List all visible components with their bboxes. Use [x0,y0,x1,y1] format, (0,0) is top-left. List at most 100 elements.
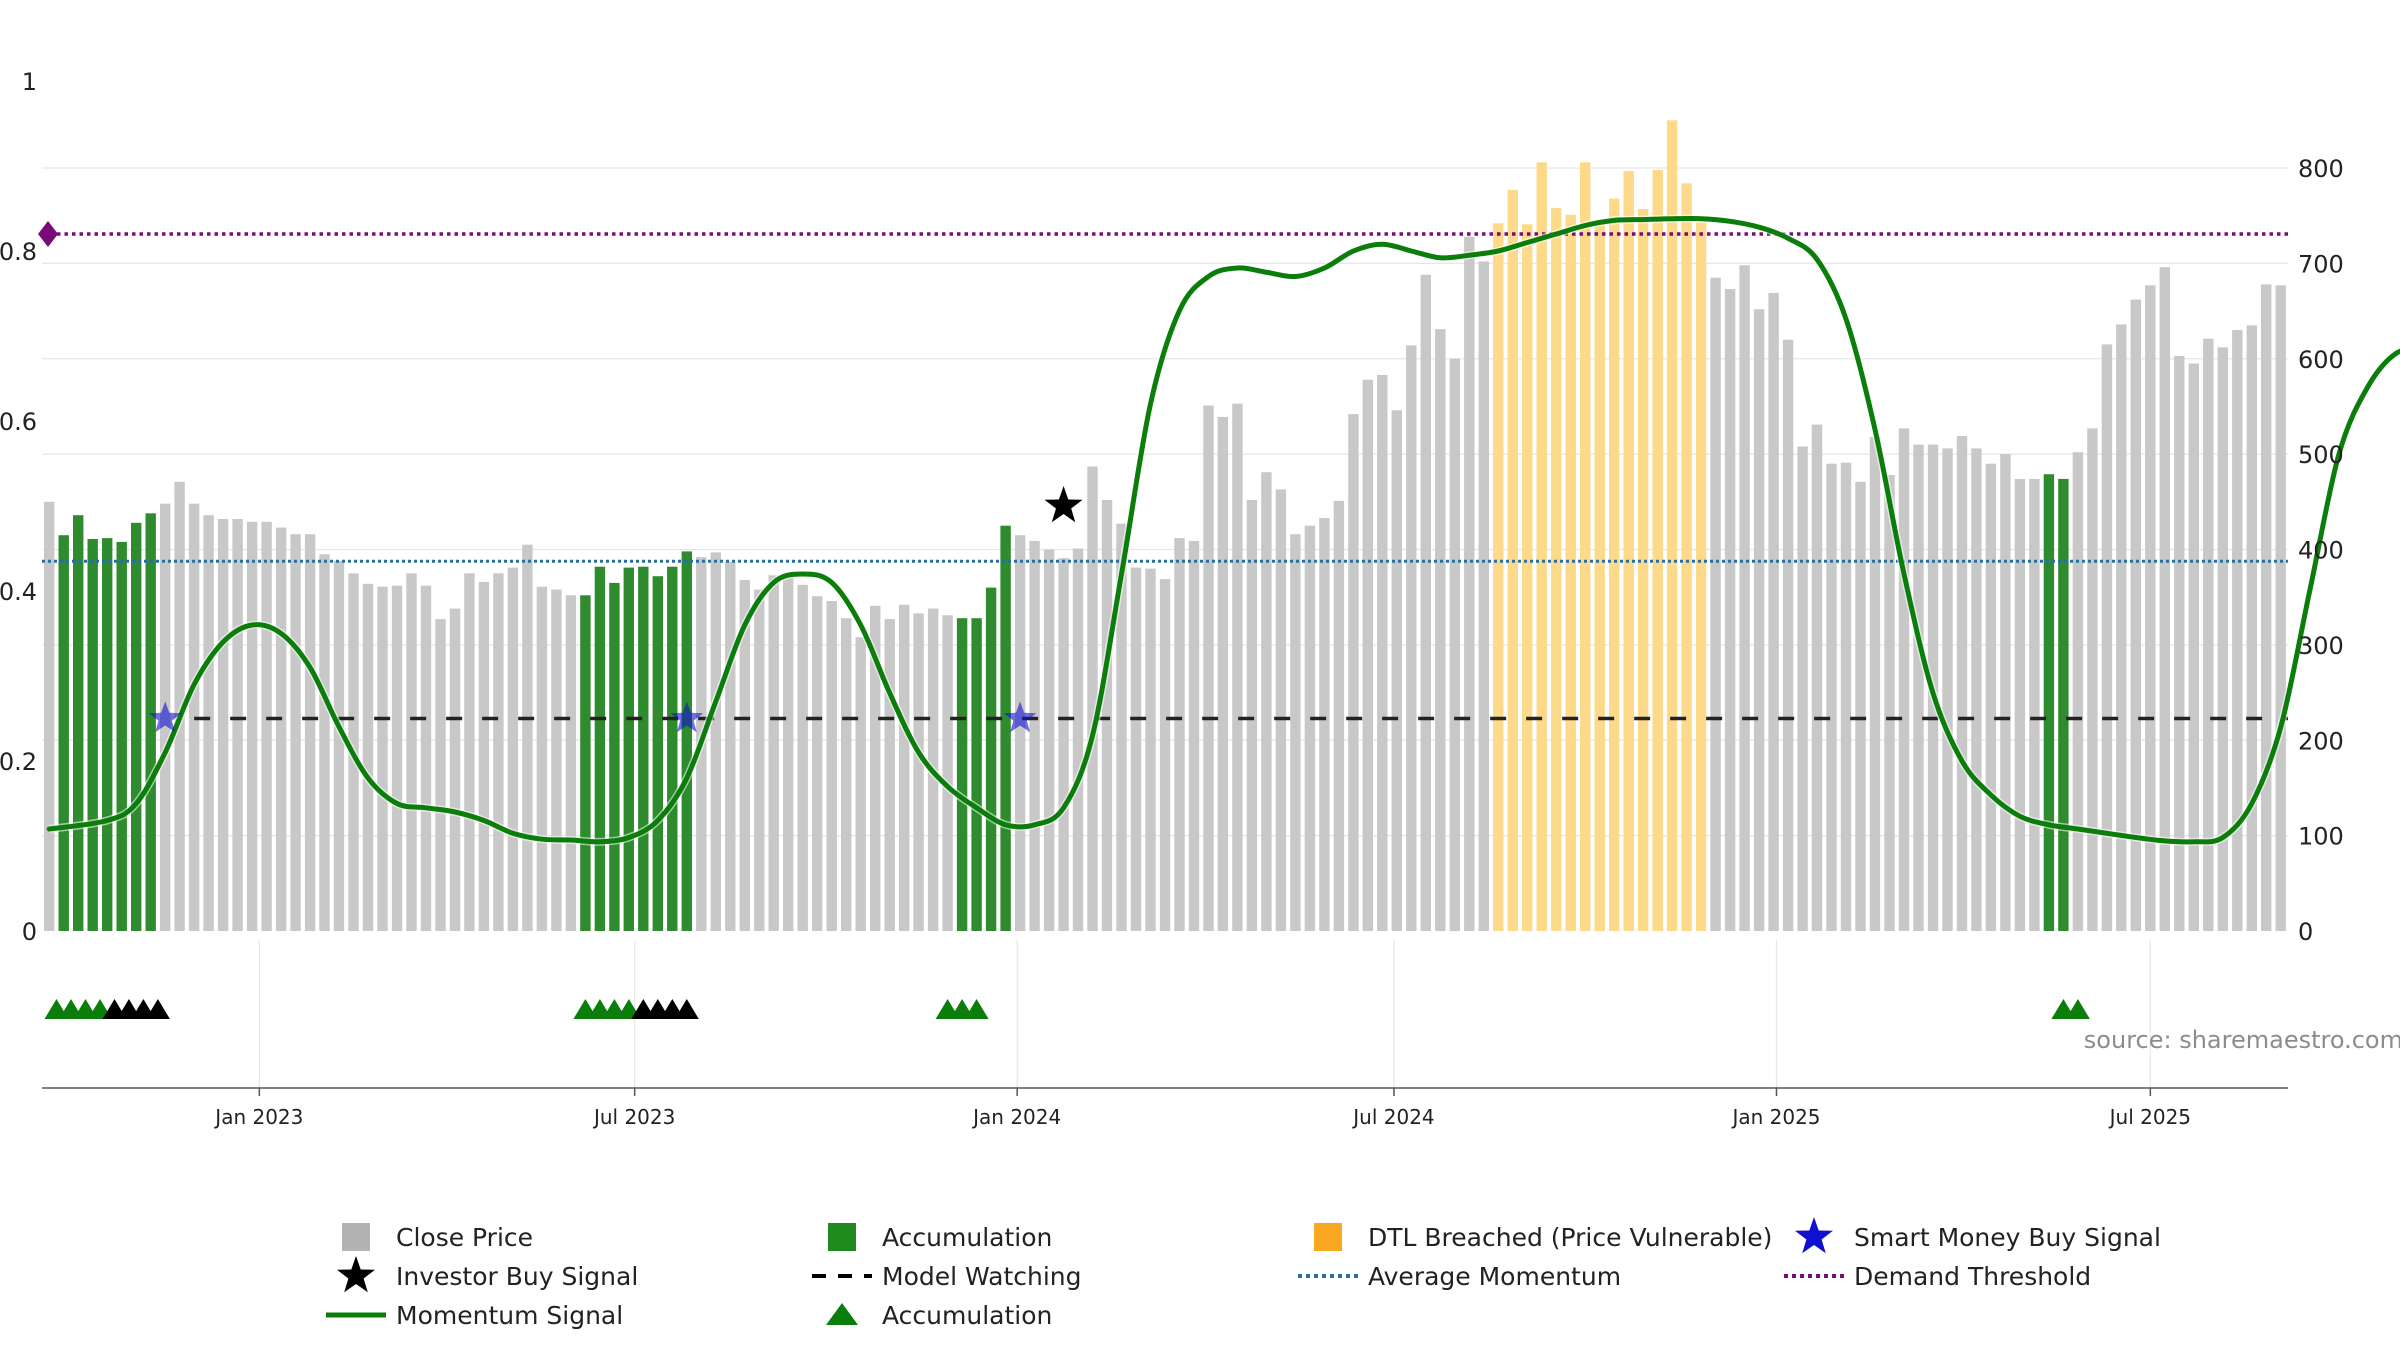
accumulation-bar [2058,478,2069,931]
left-tick-label: 0 [22,918,37,946]
legend-model_watching-label: Model Watching [882,1262,1082,1291]
close-price-bar [1217,416,1229,931]
close-price-bar [362,583,374,931]
left-tick-label: 1 [22,68,37,96]
close-price-bar [261,521,272,931]
accumulation-bar [956,618,968,931]
close-price-bar [464,573,475,931]
right-tick-label: 700 [2298,250,2344,278]
accumulation-bar [609,582,620,931]
close-price-bar [1869,437,1881,931]
close-price-bar [870,605,881,931]
close-price-bar [841,618,852,931]
legend-close_price-label: Close Price [396,1223,533,1252]
close-price-bar [1811,424,1823,931]
momentum-signal-line [46,215,2400,845]
close-price-bar [1782,339,1794,931]
close-price-bar [232,519,243,931]
close-price-bar [188,503,200,931]
legend-investor-label: Investor Buy Signal [396,1262,638,1291]
legend-smart_money-star-icon [1795,1217,1833,1254]
dtl-breached-bar [1666,120,1678,932]
accumulation-bar [594,566,606,931]
close-price-bar [1275,489,1287,931]
close-price-bar [2217,347,2228,931]
close-price-bar [2188,363,2199,931]
close-price-bar [522,544,533,931]
smart-money-buy-star [670,701,703,733]
left-tick-label: 0.4 [0,578,37,606]
accumulation-bar [623,567,634,931]
accumulation-bar [145,513,156,931]
legend-accumulation_triangle-icon [826,1303,858,1325]
axes-layer: Jan 2023 Jul 2023 Jan 2024 Jul 2024 Jan 2025… [0,68,2344,1129]
accumulation-triangle-green [2065,999,2090,1019]
close-price-bar [725,561,736,931]
accumulation-triangle-green [964,999,989,1019]
right-tick-label: 600 [2298,346,2344,374]
accumulation-bar [116,541,127,931]
close-price-bar [2087,428,2098,931]
close-price-bar [768,575,779,931]
dtl-breached-bar [1652,169,1663,931]
close-price-bar [942,615,953,931]
right-tick-label: 800 [2298,155,2344,183]
close-price-bar [2145,285,2156,931]
close-price-bar [44,501,55,931]
legend-momentum-label: Momentum Signal [396,1301,623,1330]
dtl-breached-bar [1565,214,1576,931]
x-tick-label: Jan 2024 [971,1105,1061,1129]
dtl-breached-bar [1681,183,1692,932]
dtl-breached-bar [1638,209,1649,931]
momentum-layer [46,214,2400,846]
close-price-bar [1971,448,1982,931]
legend-dtl-label: DTL Breached (Price Vulnerable) [1368,1223,1772,1252]
close-price-bar [797,584,808,931]
close-price-bar [1913,444,1924,931]
close-price-bar [2275,285,2286,931]
close-price-bar [1391,410,1402,931]
legend-dtl-swatch [1314,1223,1342,1251]
accumulation-triangle-black [674,999,699,1019]
close-price-bar [478,581,490,931]
close-price-bar [2014,478,2026,931]
right-tick-label: 500 [2298,441,2344,469]
close-price-bar [493,573,504,931]
close-price-bar [884,619,895,931]
close-price-bar [754,589,765,931]
legend-close_price-swatch [342,1223,370,1251]
x-tick-label: Jan 2025 [1730,1105,1820,1129]
close-price-bar [1724,289,1736,932]
close-price-bar [2261,284,2272,931]
close-price-bar [2203,338,2214,931]
close-price-bar [2174,355,2185,931]
left-tick-label: 0.8 [0,238,37,266]
legend: Close Price Accumulation DTL Breached (Pri… [326,1217,2161,1330]
close-price-bar [377,586,388,931]
close-price-bar [1840,462,1852,931]
close-price-bar [2000,454,2011,931]
close-price-bar [1261,472,1272,931]
accumulation-bar [652,576,663,931]
smart-money-buy-star [1003,701,1037,733]
close-price-bar [913,613,924,931]
close-price-bar [2101,344,2113,931]
accumulation-bar [580,595,591,931]
close-price-bar [304,534,316,931]
accumulation-triangle-black [145,999,170,1019]
legend-accumulation-label: Accumulation [882,1223,1052,1252]
source-label: source: sharemaestro.com [2084,1026,2400,1054]
close-price-bar [2159,267,2170,931]
close-price-bar [1406,345,1417,931]
close-price-bar [1188,540,1200,931]
accumulation-bar [667,566,678,931]
close-price-bar [1420,274,1431,931]
smart-money-buy-star [149,701,182,733]
right-tick-label: 300 [2298,632,2344,660]
close-price-bar [739,580,750,931]
close-price-bar [551,589,562,931]
close-price-bar [435,619,446,931]
close-price-bar [290,534,301,931]
close-price-bar [826,601,837,931]
close-price-bar [1377,375,1388,931]
